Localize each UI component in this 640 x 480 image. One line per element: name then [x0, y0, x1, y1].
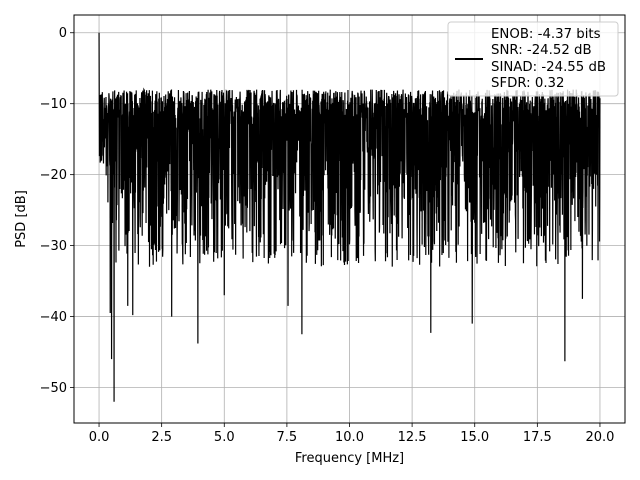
x-axis-ticks: 0.0 2.5 5.0 7.5 10.0 12.5 15.0 17.5 20.0: [89, 423, 614, 445]
x-tick-label: 15.0: [460, 430, 489, 445]
legend: ENOB: -4.37 bits SNR: -24.52 dB SINAD: -…: [447, 21, 619, 97]
psd-trace: [98, 32, 601, 402]
x-tick-label: 0.0: [89, 430, 110, 445]
x-tick-label: 2.5: [151, 430, 172, 445]
legend-sinad: SINAD: -24.55 dB: [491, 60, 606, 75]
legend-enob: ENOB: -4.37 bits: [491, 27, 601, 42]
y-tick-label: −40: [40, 310, 67, 325]
legend-sfdr: SFDR: 0.32: [491, 76, 564, 91]
x-tick-label: 12.5: [398, 430, 427, 445]
y-tick-label: −20: [40, 168, 67, 183]
y-tick-label: −30: [40, 239, 67, 254]
y-axis-label: PSD [dB]: [14, 190, 29, 248]
y-tick-label: −10: [40, 97, 67, 112]
y-tick-label: −50: [40, 381, 67, 396]
psd-series-line: [98, 32, 601, 402]
x-tick-label: 20.0: [585, 430, 614, 445]
x-tick-label: 7.5: [277, 430, 298, 445]
y-axis-ticks: 0 −10 −20 −30 −40 −50: [40, 26, 74, 396]
x-tick-label: 10.0: [335, 430, 364, 445]
legend-box: [447, 21, 619, 97]
x-axis-label: Frequency [MHz]: [295, 451, 404, 466]
legend-snr: SNR: -24.52 dB: [491, 43, 592, 58]
y-tick-label: 0: [59, 26, 67, 41]
x-tick-label: 17.5: [523, 430, 552, 445]
x-tick-label: 5.0: [214, 430, 235, 445]
